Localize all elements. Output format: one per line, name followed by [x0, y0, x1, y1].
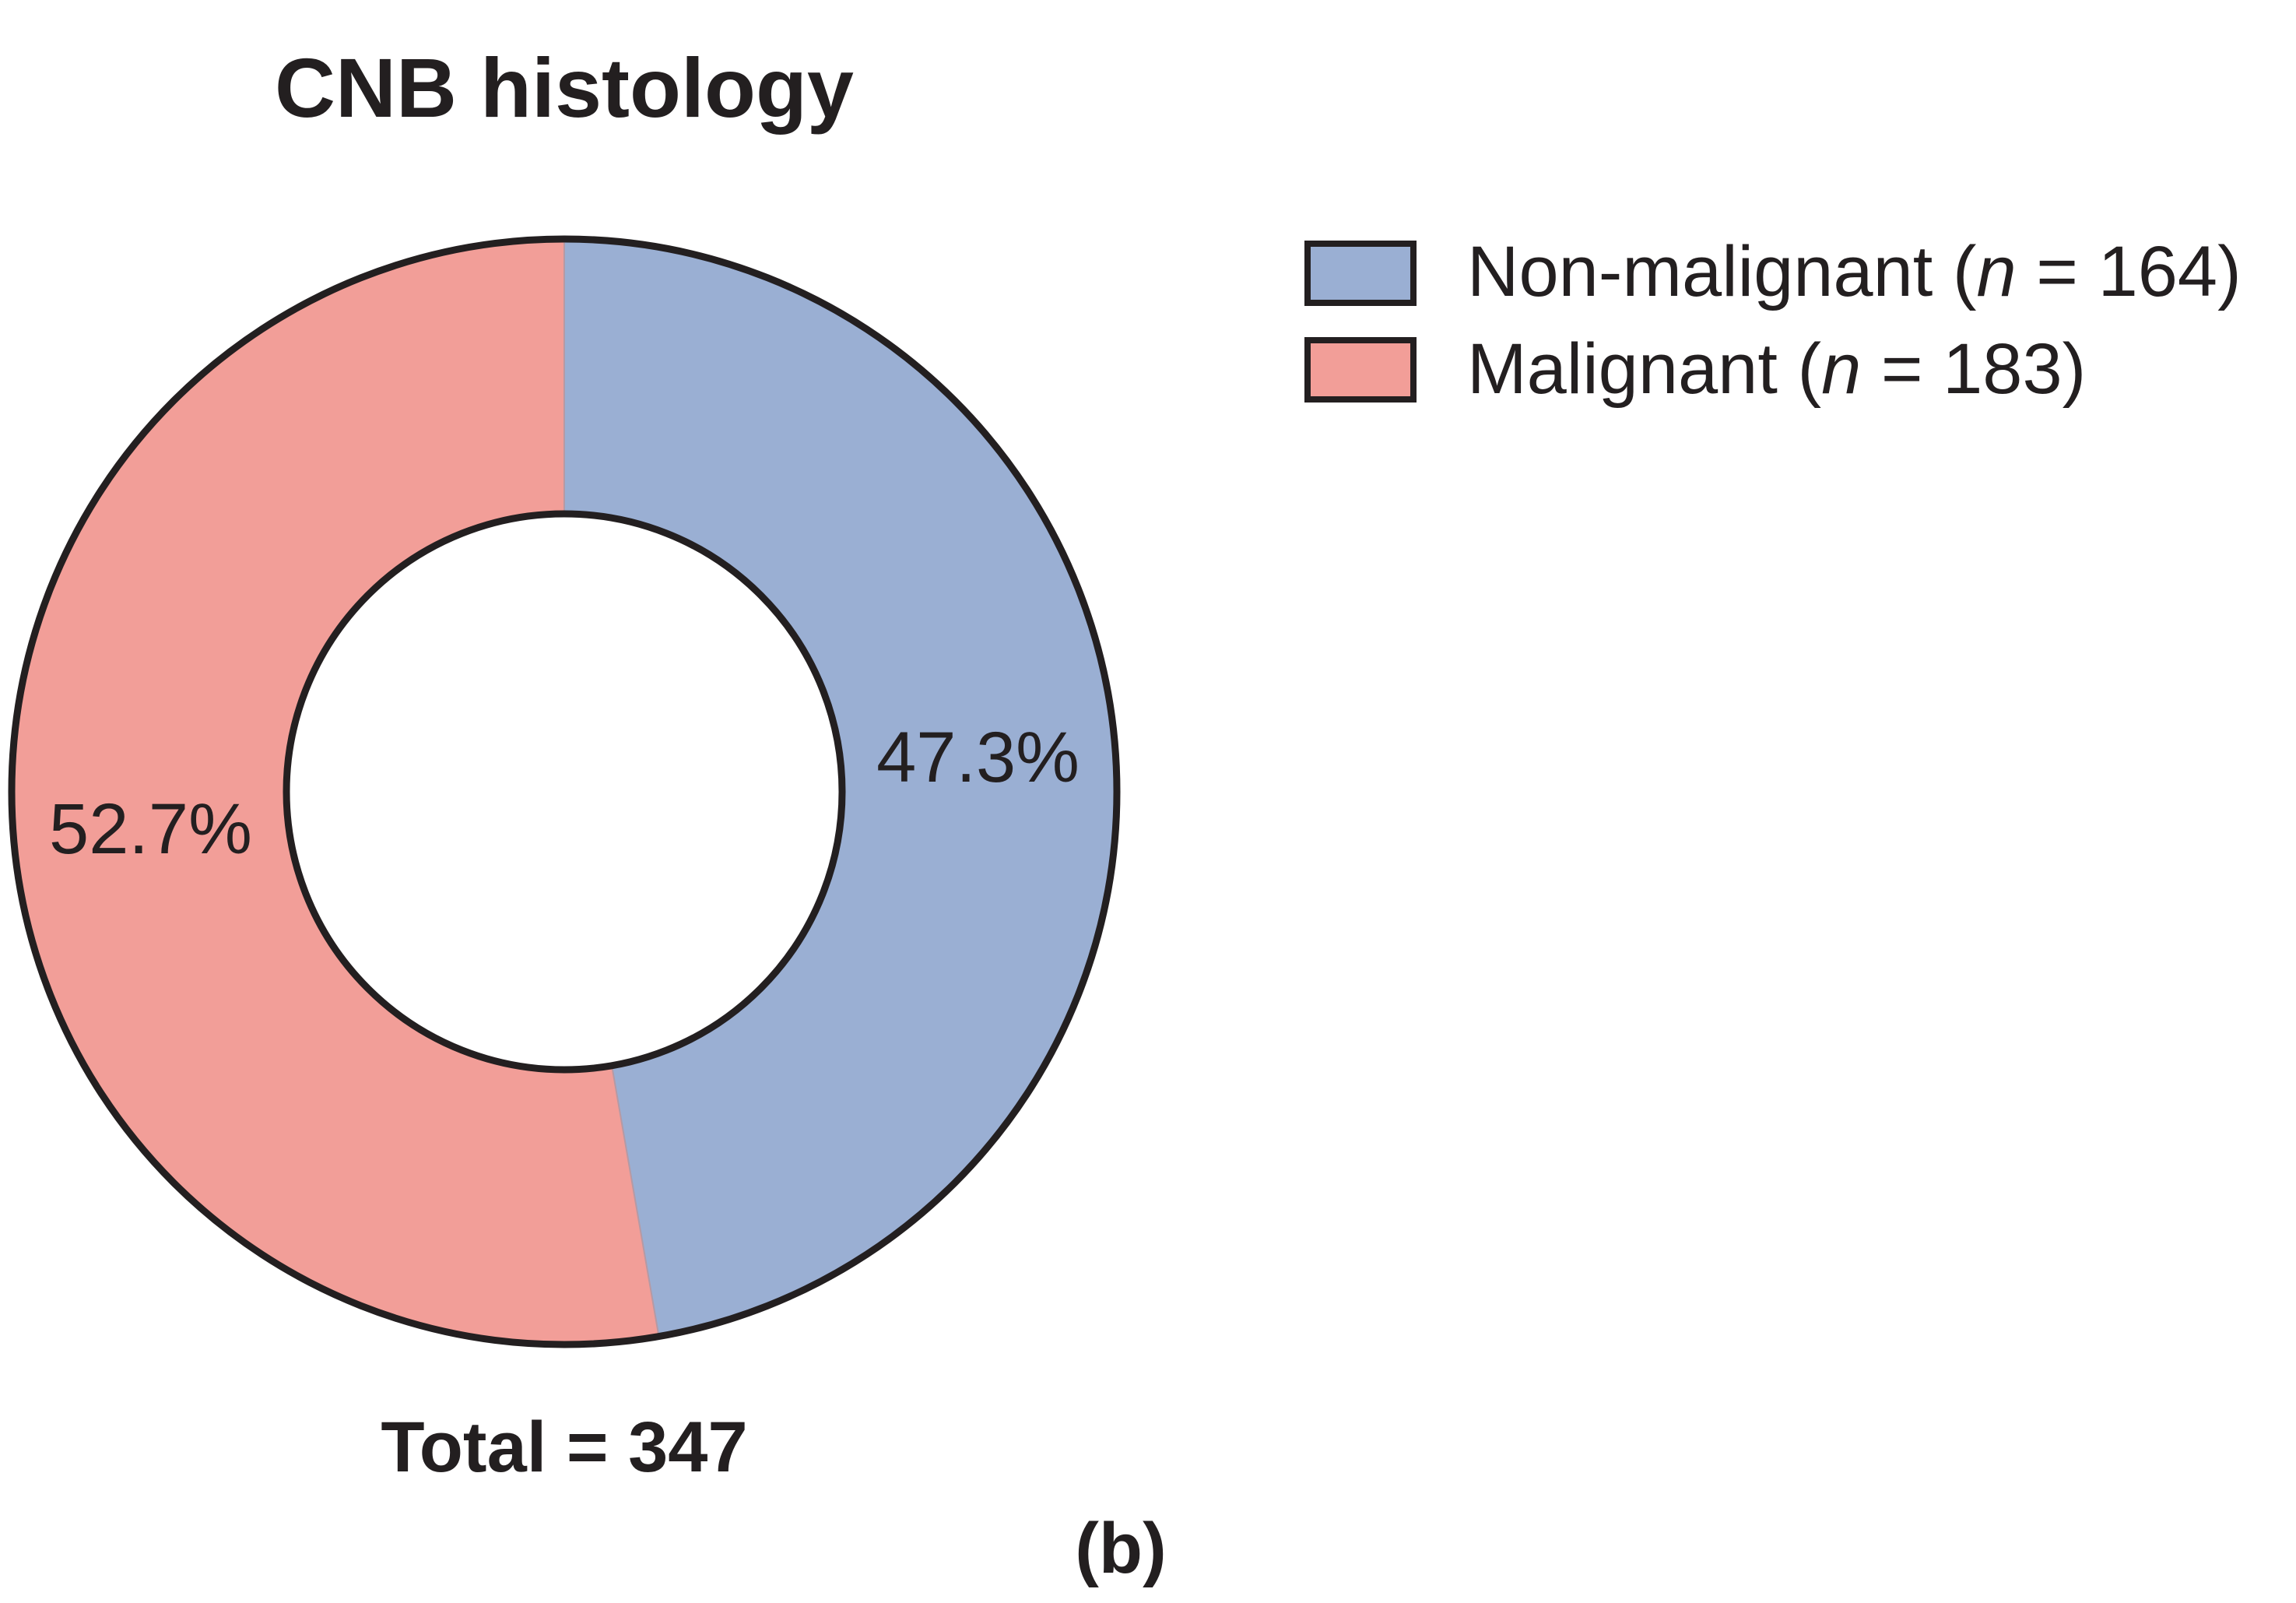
- total-label: Total = 347: [381, 1408, 747, 1487]
- legend-category: Malignant: [1467, 329, 1778, 409]
- legend-n-close: ): [2063, 329, 2087, 409]
- legend-n-equals: =: [2017, 232, 2098, 311]
- legend-n-close: ): [2217, 232, 2242, 311]
- legend-n-symbol: n: [1977, 232, 2017, 311]
- legend: Non-malignant (n = 164) Malignant (n = 1…: [1304, 232, 2242, 409]
- legend-n-symbol: n: [1821, 329, 1861, 409]
- panel-label: (b): [1075, 1509, 1166, 1588]
- legend-swatch-non-malignant: [1304, 241, 1417, 306]
- slice-label-non-malignant: 47.3%: [876, 718, 1080, 797]
- slice-boundary: [611, 1065, 660, 1337]
- donut-outer-outline: [8, 235, 1121, 1348]
- legend-n-open: (: [1933, 232, 1977, 311]
- legend-n-open: (: [1778, 329, 1822, 409]
- legend-category: Non-malignant: [1467, 232, 1933, 311]
- legend-n-value: 183: [1943, 329, 2063, 409]
- legend-label-malignant: Malignant (n = 183): [1467, 329, 2086, 409]
- legend-n-equals: =: [1861, 329, 1943, 409]
- chart-title: CNB histology: [275, 40, 854, 135]
- donut-hole: [290, 517, 839, 1067]
- donut-slice-malignant: [11, 239, 659, 1345]
- donut-inner-outline: [283, 510, 846, 1074]
- legend-item-non-malignant: Non-malignant (n = 164): [1304, 232, 2242, 311]
- legend-label-non-malignant: Non-malignant (n = 164): [1467, 232, 2242, 311]
- legend-item-malignant: Malignant (n = 183): [1304, 329, 2086, 409]
- legend-n-value: 164: [2098, 232, 2218, 311]
- donut-chart: 47.3% 52.7%: [8, 235, 1121, 1348]
- donut-slice-non-malignant: [564, 239, 1117, 1337]
- legend-swatch-malignant: [1304, 337, 1417, 403]
- slice-label-malignant: 52.7%: [49, 789, 252, 869]
